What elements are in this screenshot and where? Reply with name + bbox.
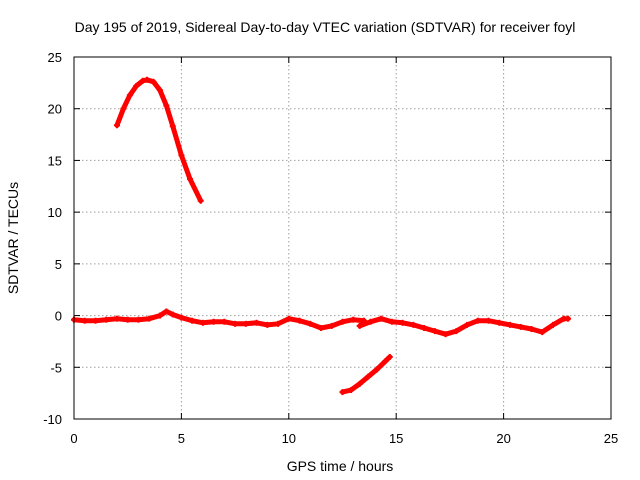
y-axis-label: SDTVAR / TECUs xyxy=(5,182,21,294)
y-tick-label: 10 xyxy=(48,205,62,220)
data-point xyxy=(242,320,249,327)
data-point xyxy=(328,322,335,329)
data-point xyxy=(528,326,535,333)
data-point xyxy=(296,317,303,324)
data-point xyxy=(169,123,176,130)
data-point xyxy=(221,318,228,325)
data-point xyxy=(339,389,346,396)
data-point xyxy=(410,321,417,328)
data-point xyxy=(150,78,157,85)
tick-labels: 0 5 10 15 20 25 -10 -5 0 5 10 15 20 25 xyxy=(43,50,618,446)
data-point xyxy=(307,320,314,327)
data-point xyxy=(163,102,170,109)
x-tick-label: 5 xyxy=(178,431,185,446)
data-point xyxy=(163,308,170,315)
data-point xyxy=(113,315,120,322)
data-point xyxy=(350,316,357,323)
data-point xyxy=(285,315,292,322)
data-point xyxy=(146,315,153,322)
data-point xyxy=(421,324,428,331)
y-tick-label: -5 xyxy=(50,360,62,375)
plot-frame xyxy=(73,56,612,420)
data-point xyxy=(253,319,260,326)
data-point xyxy=(565,315,572,322)
data-point xyxy=(464,321,471,328)
data-point xyxy=(517,323,524,330)
y-tick-label: 15 xyxy=(48,153,62,168)
data-point xyxy=(103,316,110,323)
data-point xyxy=(348,387,355,394)
data-point xyxy=(399,319,406,326)
data-point xyxy=(144,76,151,83)
data-point xyxy=(507,321,514,328)
data-point xyxy=(232,320,239,327)
data-point xyxy=(133,82,140,89)
y-tick-label: 20 xyxy=(48,102,62,117)
grid-lines xyxy=(74,57,611,419)
data-point xyxy=(550,321,557,328)
data-point xyxy=(382,358,389,365)
x-tick-label: 0 xyxy=(70,431,77,446)
data-point xyxy=(275,320,282,327)
data-point xyxy=(124,316,131,323)
data-point xyxy=(373,366,380,373)
data-point xyxy=(139,77,146,84)
data-point xyxy=(178,314,185,321)
data-point xyxy=(485,317,492,324)
axis-ticks xyxy=(73,56,612,420)
data-point xyxy=(339,318,346,325)
data-point xyxy=(453,328,460,335)
data-point xyxy=(156,312,163,319)
series-arc-low xyxy=(340,354,393,395)
data-series xyxy=(71,76,572,396)
data-point xyxy=(496,319,503,326)
data-point xyxy=(126,92,133,99)
y-tick-label: 5 xyxy=(55,257,62,272)
y-tick-label: 0 xyxy=(55,309,62,324)
data-point xyxy=(431,328,438,335)
data-point xyxy=(318,324,325,331)
data-point xyxy=(474,317,481,324)
data-point xyxy=(367,318,374,325)
data-point xyxy=(365,373,372,380)
y-tick-label: 25 xyxy=(48,50,62,65)
x-tick-label: 15 xyxy=(389,431,403,446)
data-point xyxy=(189,317,196,324)
data-point xyxy=(442,331,449,338)
data-point xyxy=(92,317,99,324)
data-point xyxy=(135,316,142,323)
data-point xyxy=(178,152,185,159)
data-point xyxy=(169,311,176,318)
data-point xyxy=(539,329,546,336)
x-tick-label: 25 xyxy=(604,431,618,446)
data-point xyxy=(386,353,393,360)
chart-title: Day 195 of 2019, Sidereal Day-to-day VTE… xyxy=(75,19,576,35)
y-tick-label: -10 xyxy=(43,412,62,427)
data-point xyxy=(197,197,204,204)
data-point xyxy=(120,105,127,112)
data-point xyxy=(264,321,271,328)
data-point xyxy=(113,122,120,129)
x-tick-label: 10 xyxy=(282,431,296,446)
x-tick-label: 20 xyxy=(496,431,510,446)
data-point xyxy=(210,318,217,325)
data-point xyxy=(378,315,385,322)
data-point xyxy=(356,322,363,329)
data-point xyxy=(81,317,88,324)
data-point xyxy=(156,87,163,94)
data-point xyxy=(356,380,363,387)
data-point xyxy=(388,318,395,325)
data-point xyxy=(186,176,193,183)
data-point xyxy=(199,319,206,326)
x-axis-label: GPS time / hours xyxy=(287,458,394,474)
